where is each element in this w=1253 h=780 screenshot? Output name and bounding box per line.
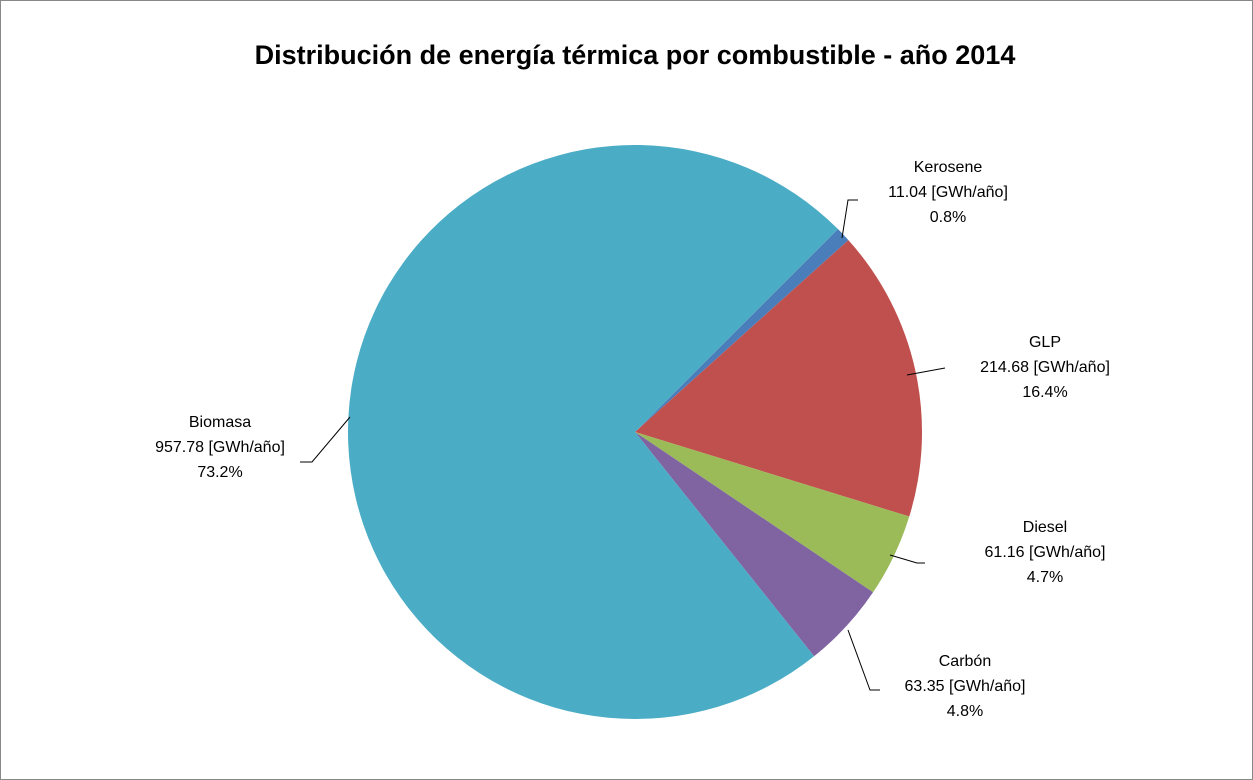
pie-slice — [347, 145, 838, 720]
percent-label: 4.8% — [947, 703, 983, 720]
leader-line — [906, 367, 946, 376]
leader-line — [300, 416, 351, 463]
pie-slice — [635, 229, 849, 432]
value-label: 11.04 [GWh/año] — [888, 184, 1008, 201]
leader-line — [847, 629, 880, 691]
leader-line — [889, 554, 925, 564]
percent-label: 0.8% — [930, 209, 966, 226]
percent-label: 4.7% — [1027, 569, 1063, 586]
pie-slice — [635, 432, 910, 593]
percent-label: 16.4% — [1022, 384, 1067, 401]
value-label: 214.68 [GWh/año] — [980, 359, 1110, 376]
leader-line — [841, 199, 858, 239]
category-label: Carbón — [939, 653, 991, 670]
category-label: Diesel — [1023, 519, 1067, 536]
category-label: Kerosene — [914, 159, 983, 176]
value-label: 61.16 [GWh/año] — [985, 544, 1106, 561]
pie-slice — [635, 240, 922, 517]
value-label: 63.35 [GWh/año] — [905, 678, 1026, 695]
chart-title: Distribución de energía térmica por comb… — [255, 40, 1016, 70]
category-label: GLP — [1029, 334, 1061, 351]
pie-slice — [635, 432, 874, 657]
percent-label: 73.2% — [197, 464, 242, 481]
value-label: 957.78 [GWh/año] — [155, 439, 285, 456]
category-label: Biomasa — [189, 414, 251, 431]
